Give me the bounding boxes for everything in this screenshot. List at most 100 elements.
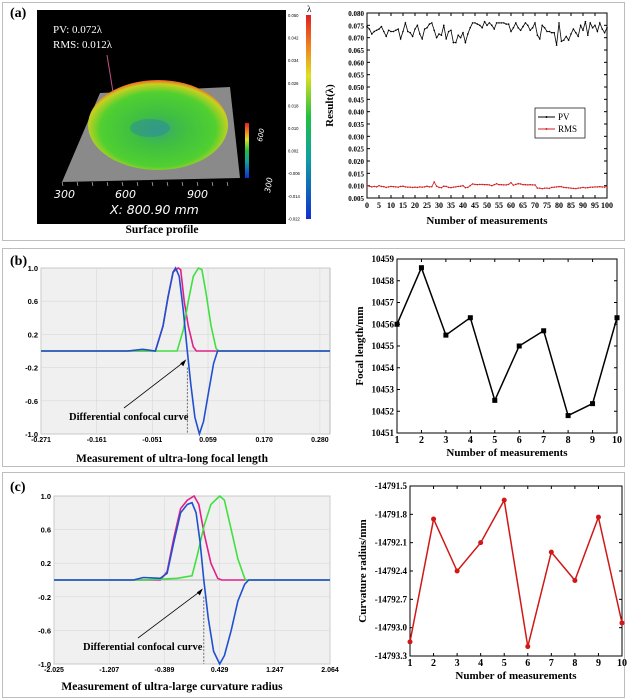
data-point (572, 187, 575, 190)
series-line-0 (409, 497, 623, 647)
data-point (431, 22, 433, 24)
panel-label-c: (c) (10, 480, 26, 495)
y-tick-label: 0.6 (41, 526, 51, 535)
data-point (380, 185, 383, 188)
data-point (565, 35, 567, 38)
data-point (411, 186, 414, 189)
data-point (572, 577, 578, 583)
x-tick-label: 2 (431, 658, 436, 669)
y-tick-label: 0.2 (28, 330, 38, 339)
data-point (582, 186, 584, 189)
y-tick-label: -0.2 (25, 364, 38, 373)
x-axis-label: Number of measurements (455, 670, 577, 682)
data-point (498, 22, 500, 24)
data-point (560, 40, 563, 43)
data-point (606, 185, 608, 188)
data-point (366, 184, 368, 187)
data-point (558, 185, 560, 188)
y-tick-label: -14793.3 (375, 651, 408, 661)
data-point (421, 186, 424, 188)
data-point (546, 187, 548, 189)
x-tick-mark (181, 181, 184, 187)
data-point (428, 23, 431, 25)
y-tick-label: 10456 (372, 319, 395, 329)
data-point (587, 186, 589, 189)
data-point (423, 186, 426, 188)
data-point (565, 186, 567, 189)
data-point (479, 24, 481, 27)
chart-curvature_radius: -14791.5 -14791.8 -14792.1 -14792.4 -14792.7… (357, 481, 627, 682)
data-point (452, 41, 455, 44)
x-tick-label: -0.161 (87, 437, 107, 444)
x-tick-label: 2.064 (321, 667, 339, 674)
plot-frame (396, 258, 618, 434)
colorbar-tick: 0.042 (288, 36, 299, 41)
data-point (512, 184, 515, 186)
data-point (395, 29, 397, 32)
surface-x-tick: 600 (115, 188, 136, 201)
data-point (435, 185, 438, 187)
data-point (507, 183, 510, 186)
data-point (541, 328, 547, 334)
data-point (558, 22, 560, 24)
data-point (577, 187, 579, 189)
data-point (368, 28, 371, 30)
data-point (587, 34, 589, 36)
data-point (510, 181, 512, 184)
data-point (543, 27, 546, 29)
data-point (366, 25, 368, 28)
data-point (407, 30, 409, 33)
data-point (445, 38, 448, 40)
data-point (582, 29, 584, 32)
y-axis-label: Result(λ) (324, 84, 336, 127)
data-point (373, 30, 376, 33)
y-tick-label: 10451 (372, 428, 395, 438)
panel-label-b: (b) (10, 254, 28, 269)
chart-confocal_b: 1.0 0.6 0.2 -0.2 -0.6 -1.0-0.271 -0.161 -0.051 0… (25, 264, 331, 444)
x-tick-mark (136, 181, 139, 187)
x-tick-label: 6 (525, 658, 530, 669)
data-point (440, 186, 443, 189)
data-point (548, 30, 551, 33)
data-point (474, 183, 476, 186)
data-point (414, 186, 416, 188)
series-line-1 (54, 494, 330, 581)
y-tick-label: -0.2 (38, 593, 51, 602)
data-point (464, 41, 467, 44)
data-point (536, 34, 539, 36)
data-point (563, 186, 565, 189)
y-tick-label: 1.0 (28, 264, 38, 273)
data-point (428, 186, 431, 188)
x-tick-label: 75 (543, 201, 551, 210)
data-point (500, 22, 503, 24)
data-point (517, 27, 519, 29)
y-tick-label: 0.040 (348, 109, 364, 117)
data-point (419, 186, 421, 188)
data-point (402, 30, 404, 33)
data-point (495, 22, 498, 24)
data-point (522, 25, 524, 28)
x-tick-label: 5 (502, 658, 507, 669)
x-tick-mark (151, 181, 154, 187)
data-point (385, 186, 388, 189)
data-point (375, 186, 378, 188)
data-point (421, 38, 424, 40)
mini-colorbar (245, 123, 249, 178)
data-point (443, 185, 445, 187)
y-tick-label: 10453 (372, 385, 395, 395)
data-point (397, 28, 400, 30)
data-point (438, 33, 440, 35)
y-tick-label: 10457 (372, 298, 395, 308)
y-tick-label: 0.035 (348, 121, 364, 129)
data-point (515, 22, 517, 24)
x-tick-label: 10 (612, 435, 622, 446)
y-tick-label: 1.0 (41, 492, 51, 501)
x-tick-label: 0.059 (199, 437, 217, 444)
data-point (551, 31, 553, 34)
data-point (467, 186, 469, 189)
data-point (476, 23, 479, 25)
surface-y-tick: 300 (263, 177, 275, 194)
data-point (522, 183, 524, 186)
y-tick-label: -1.0 (38, 660, 51, 669)
data-point (380, 25, 383, 28)
